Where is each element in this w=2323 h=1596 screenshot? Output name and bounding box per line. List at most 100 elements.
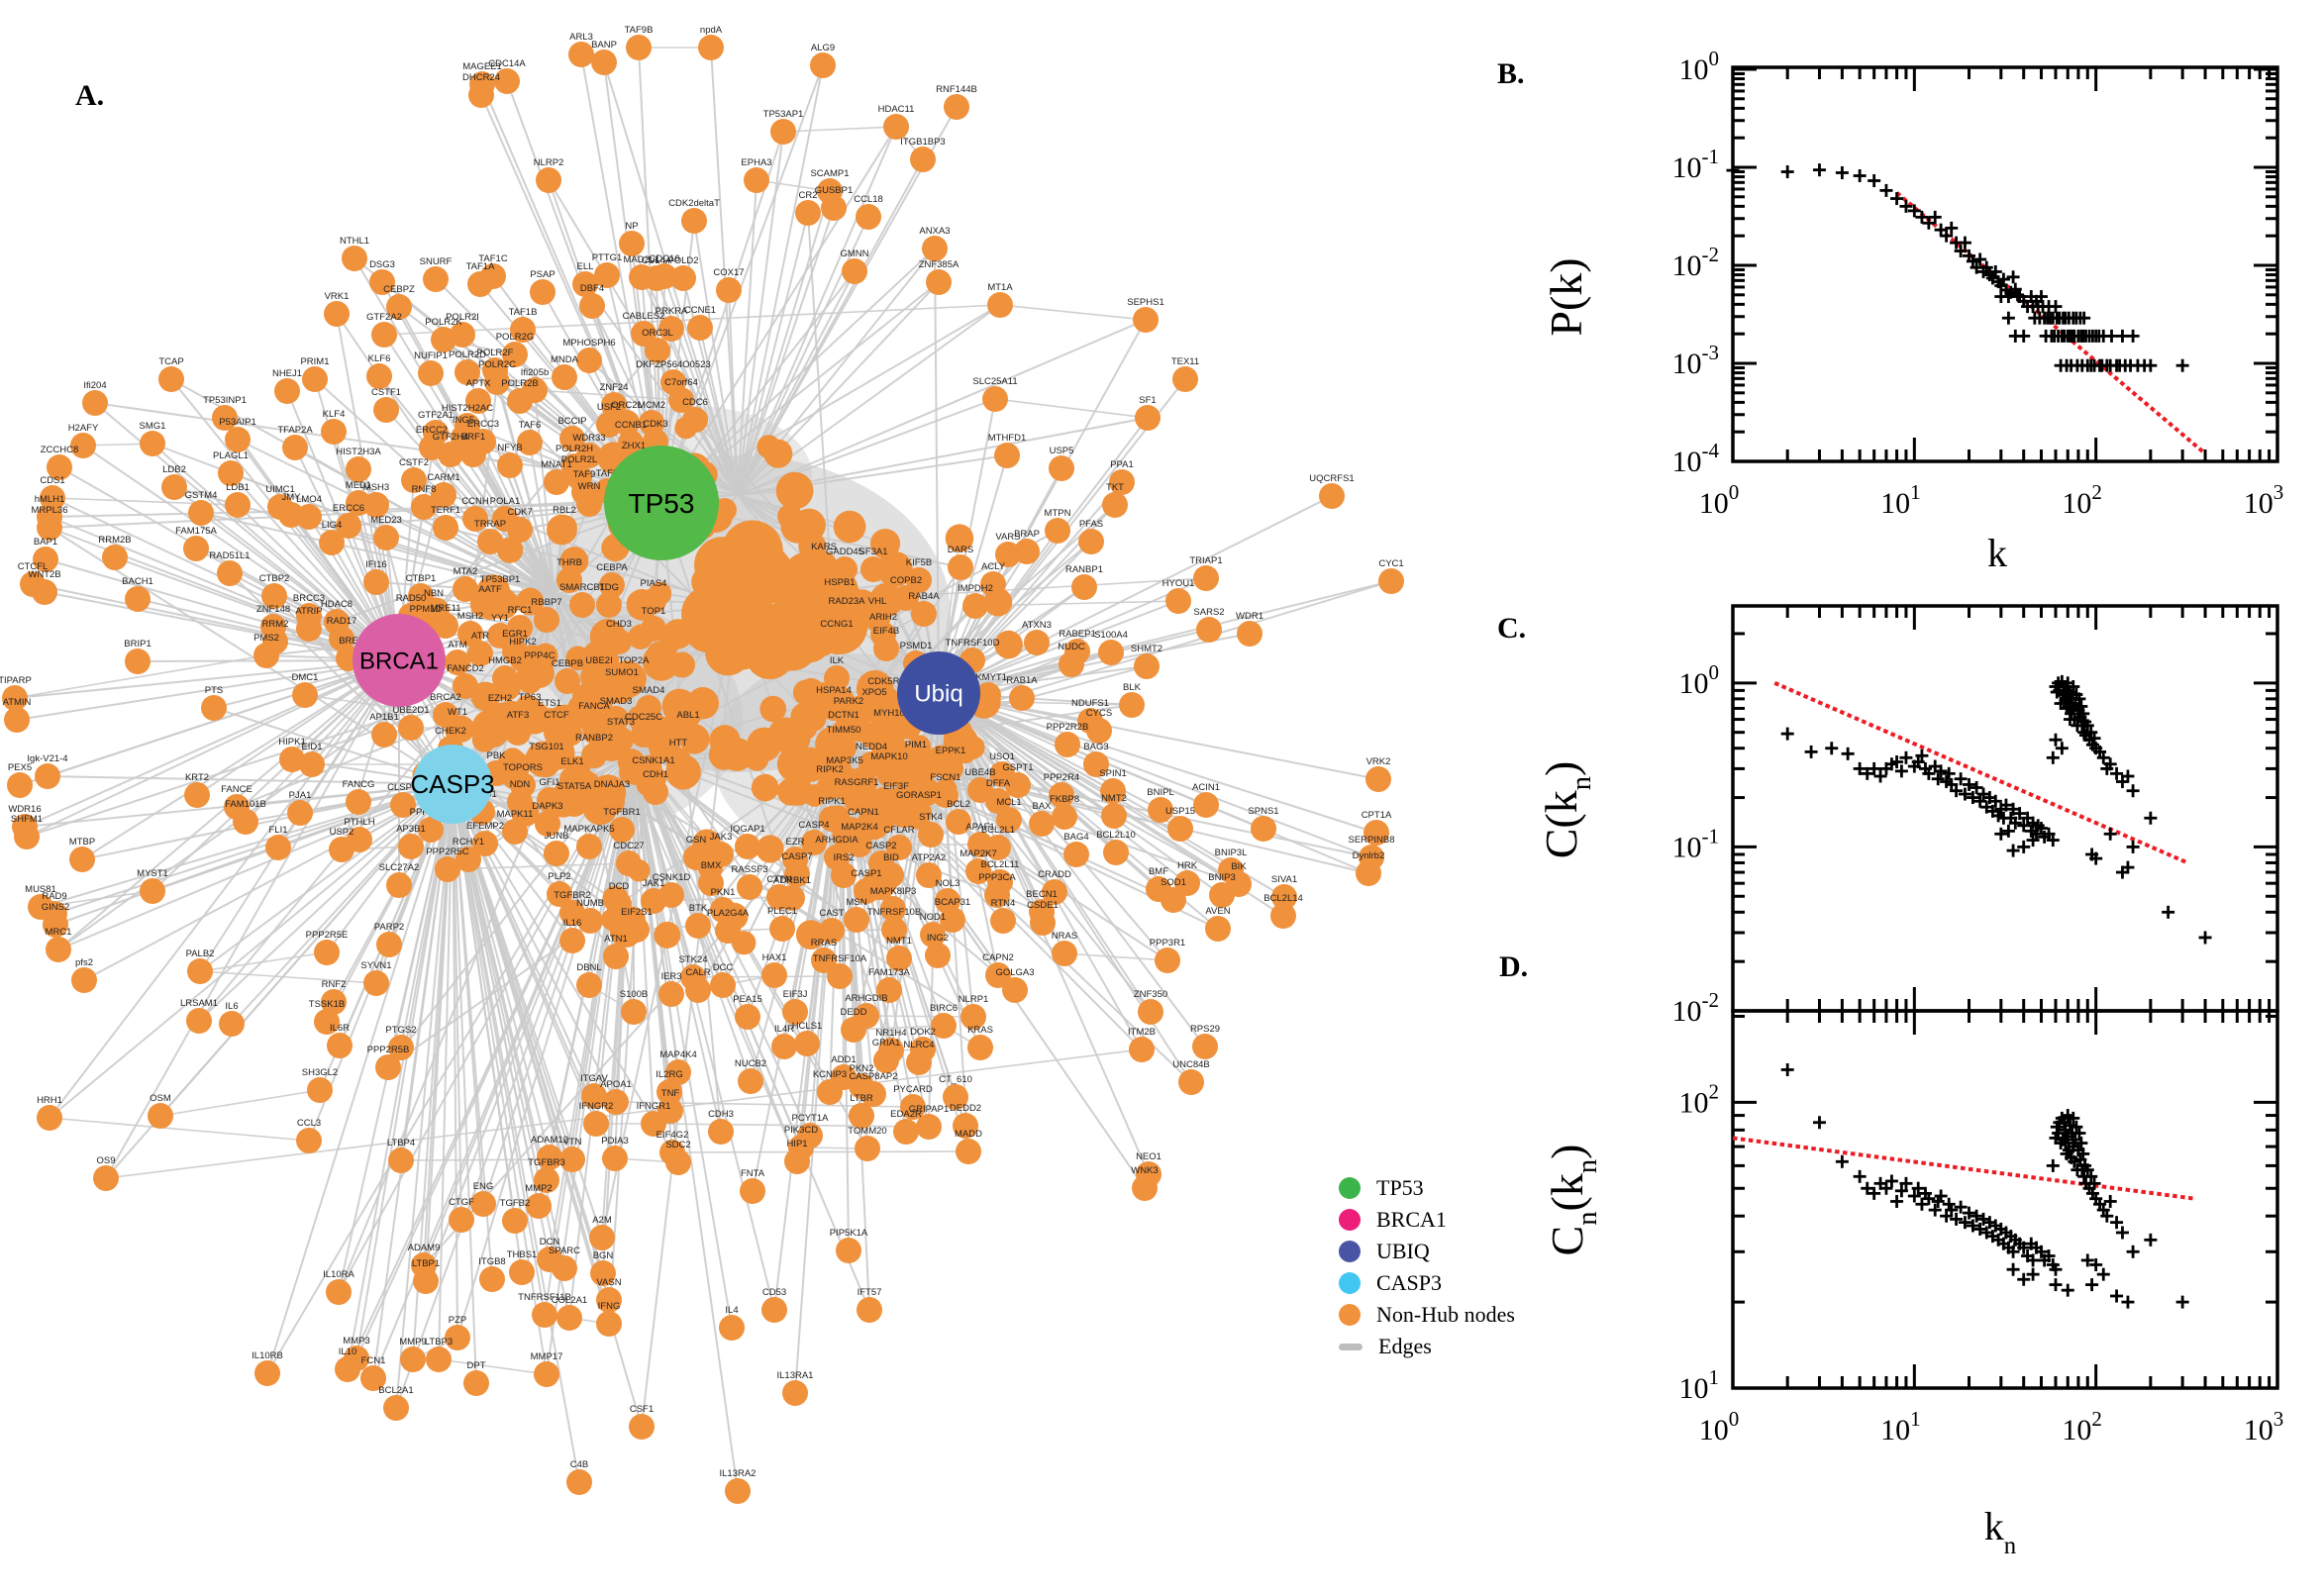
network-node-label: APOA1 — [600, 1079, 632, 1090]
network-node-label: ARHGDIB — [845, 993, 887, 1004]
network-node-label: DEDD — [841, 1007, 867, 1018]
network-node-label: SDC2 — [665, 1140, 690, 1150]
network-node — [1005, 772, 1031, 798]
network-node — [1101, 803, 1127, 829]
network-node-label: IFNGR1 — [637, 1101, 671, 1112]
network-node-label: HIST2H2AC — [442, 403, 493, 414]
network-node-label: PALB2 — [186, 948, 215, 959]
network-node-label: MAP3K5 — [826, 755, 863, 766]
network-node-label: SERPINB8 — [1349, 835, 1395, 846]
network-node-label: MNDA — [551, 354, 579, 365]
network-node — [1251, 816, 1276, 842]
network-node-label: ARL3 — [569, 32, 593, 43]
network-node-label: GSPT1 — [1002, 762, 1033, 773]
network-node-label: Dynlrb2 — [1353, 850, 1385, 861]
network-node — [465, 388, 491, 414]
network-node-label: MAP4K4 — [659, 1049, 697, 1060]
network-node — [1172, 366, 1198, 392]
hub-node-tp53 — [604, 446, 719, 560]
network-node — [687, 315, 713, 341]
network-node — [484, 369, 510, 395]
network-node — [641, 1111, 666, 1137]
network-node — [698, 870, 724, 896]
network-node-label: RANBP2 — [575, 733, 613, 744]
network-node — [535, 811, 560, 837]
tick-label: 102 — [2062, 1407, 2102, 1446]
legend-label: CASP3 — [1376, 1270, 1443, 1295]
network-node — [603, 944, 629, 969]
network-node-label: CASP2 — [865, 841, 896, 851]
network-node — [530, 279, 556, 305]
network-node — [715, 918, 741, 944]
network-node — [1059, 651, 1084, 677]
network-node — [336, 513, 361, 539]
network-node-label: DCD — [609, 881, 630, 892]
network-node — [398, 834, 424, 859]
tick-label: 10-1 — [1672, 145, 1720, 184]
network-node — [985, 962, 1011, 988]
network-node-label: ORC2L — [611, 400, 643, 411]
network-node — [596, 1311, 622, 1337]
network-node — [568, 42, 594, 67]
network-node — [603, 706, 629, 732]
network-node — [831, 862, 857, 888]
network-node-label: AP3B1 — [396, 824, 426, 835]
network-node-label: EPHA3 — [741, 157, 771, 168]
network-node-label: ABL1 — [676, 710, 699, 721]
network-node-label: PEX5 — [8, 762, 32, 773]
network-node — [1155, 948, 1180, 973]
network-node-label: RNF2 — [322, 979, 347, 990]
network-node-label: ITGB8 — [478, 1256, 505, 1267]
network-node — [1205, 916, 1231, 942]
network-node — [675, 720, 701, 746]
network-node — [1135, 405, 1161, 431]
network-node-label: MADD — [955, 1129, 982, 1140]
network-node-label: USP2 — [330, 827, 354, 838]
network-node — [37, 1105, 62, 1131]
hub-label-casp3: CASP3 — [410, 769, 494, 799]
network-node — [186, 1008, 212, 1034]
chart-B-ticks — [1731, 67, 2279, 463]
network-node-label: CYCS — [1086, 708, 1112, 719]
network-node — [1086, 718, 1112, 744]
network-node-label: KCNIP3 — [813, 1069, 847, 1080]
network-node — [1029, 811, 1055, 837]
network-node — [366, 363, 392, 389]
axis-title: k — [1987, 531, 2007, 575]
network-node — [681, 208, 707, 234]
network-node-label: GRIPAP1 — [909, 1104, 949, 1115]
network-node-label: UBE2I — [585, 655, 612, 666]
network-node-label: NOL3 — [936, 878, 960, 889]
network-node-label: PARP2 — [374, 922, 404, 933]
network-node-label: EIF3J — [783, 989, 808, 1000]
tick-label: 10-4 — [1672, 439, 1720, 478]
network-node-label: WDR16 — [8, 804, 41, 815]
network-node-label: PZP — [449, 1315, 466, 1326]
network-node-label: RAB4A — [908, 591, 940, 602]
panel-d-label: D. — [1499, 950, 1529, 983]
network-node — [502, 819, 528, 845]
network-node-label: KLF4 — [323, 409, 346, 420]
network-node — [556, 567, 582, 593]
tick-label: 102 — [2062, 480, 2102, 520]
network-node-label: EDA2R — [890, 1109, 922, 1120]
network-node — [369, 269, 395, 295]
network-node-label: SH3GL2 — [302, 1067, 338, 1078]
network-node — [82, 390, 108, 416]
network-node-label: ZNF385A — [919, 259, 960, 270]
network-node — [1226, 871, 1252, 897]
network-node-label: RAB1A — [1006, 675, 1038, 686]
network-node — [842, 258, 867, 284]
network-node — [1237, 621, 1262, 647]
network-node — [46, 937, 71, 962]
network-node — [363, 970, 389, 996]
network-node-label: RAD17 — [327, 616, 357, 627]
network-node-label: VASN — [596, 1277, 621, 1288]
network-node-label: POLR2D — [449, 349, 486, 360]
network-node-label: POLR2H — [556, 444, 593, 454]
network-node — [507, 388, 533, 414]
network-node — [1134, 653, 1160, 679]
network-node-label: TNFRSF11B — [518, 1292, 571, 1303]
tick-label: 103 — [2244, 1407, 2284, 1446]
network-node-label: C4B — [570, 1459, 588, 1470]
